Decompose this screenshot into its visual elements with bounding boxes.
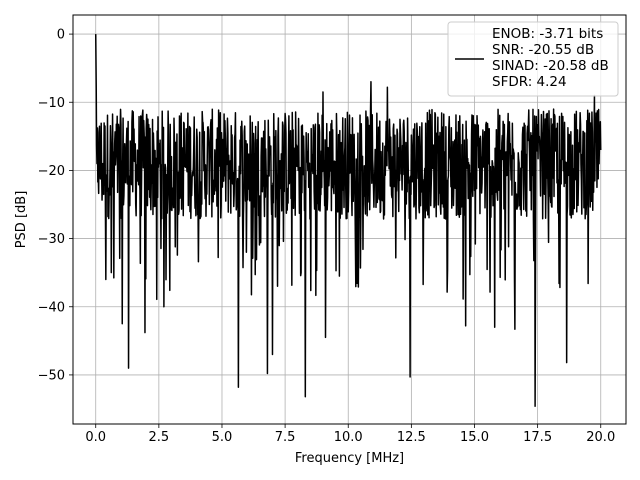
legend: ENOB: -3.71 bits SNR: -20.55 dB SINAD: -… xyxy=(447,21,619,97)
x-tick-label: 7.5 xyxy=(275,430,296,445)
y-tick-label: −10 xyxy=(38,96,65,111)
legend-entry-sfdr: SFDR: 4.24 xyxy=(492,74,567,90)
y-axis-label: PSD [dB] xyxy=(14,191,29,249)
x-axis-ticks: 0.0 2.5 5.0 7.5 10.0 12.5 15.0 17.5 20.0 xyxy=(85,424,615,445)
x-tick-label: 12.5 xyxy=(397,430,426,445)
y-axis-ticks: 0 −10 −20 −30 −40 −50 xyxy=(38,28,73,383)
x-tick-label: 10.0 xyxy=(334,430,363,445)
x-tick-label: 0.0 xyxy=(85,430,106,445)
x-tick-label: 5.0 xyxy=(212,430,233,445)
psd-series-line xyxy=(94,34,602,408)
x-tick-label: 2.5 xyxy=(149,430,170,445)
legend-entry-snr: SNR: -20.55 dB xyxy=(492,42,594,58)
legend-entry-enob: ENOB: -3.71 bits xyxy=(492,26,603,42)
psd-trace xyxy=(94,34,602,408)
legend-entry-sinad: SINAD: -20.58 dB xyxy=(492,58,609,74)
y-tick-label: −30 xyxy=(38,232,65,247)
x-axis-label: Frequency [MHz] xyxy=(295,451,404,466)
x-tick-label: 20.0 xyxy=(586,430,615,445)
x-tick-label: 17.5 xyxy=(523,430,552,445)
x-tick-label: 15.0 xyxy=(460,430,489,445)
plot-frame xyxy=(72,14,627,425)
y-tick-label: −50 xyxy=(38,368,65,383)
y-tick-label: 0 xyxy=(57,28,65,43)
legend-frame xyxy=(447,21,619,97)
y-tick-label: −20 xyxy=(38,164,65,179)
y-tick-label: −40 xyxy=(38,300,65,315)
